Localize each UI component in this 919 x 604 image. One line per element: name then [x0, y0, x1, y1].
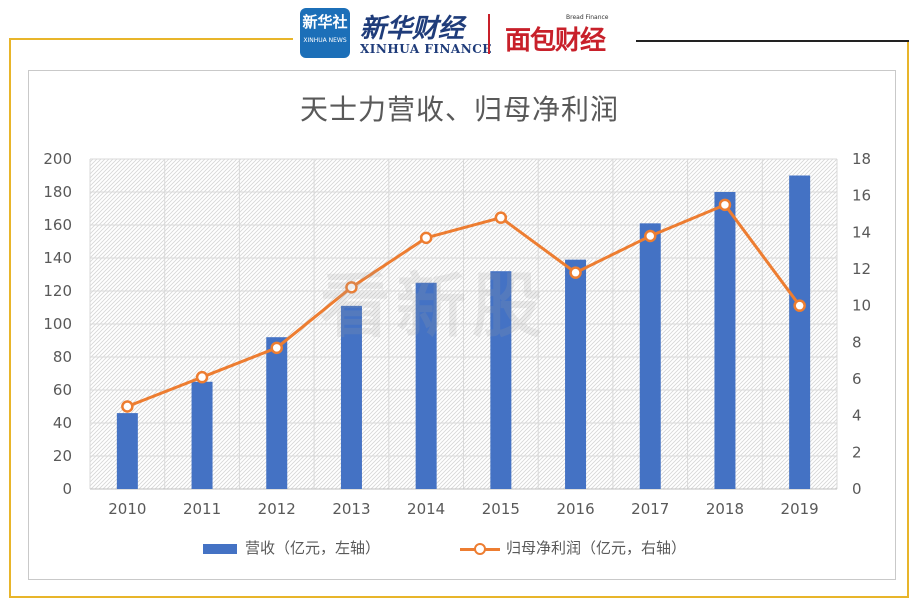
header: 新华社 XINHUA NEWS 新华财经 XINHUA FINANCE Brea… — [0, 0, 919, 64]
left-axis-ticks: 0 20 40 60 80 100 120 140 160 180 200 — [43, 150, 72, 498]
right-tick-label: 8 — [852, 333, 862, 351]
brand-cn: 新华财经 — [360, 14, 465, 44]
brand-separator — [488, 14, 490, 54]
x-axis-ticks: 2010 2011 2012 2013 2014 2015 2016 2017 2018 2019 — [108, 500, 818, 518]
profit-point — [793, 299, 806, 312]
xinhua-logo: 新华社 XINHUA NEWS — [300, 8, 350, 58]
right-tick-label: 10 — [852, 297, 871, 315]
x-tick-label: 2016 — [556, 500, 594, 518]
profit-point — [494, 211, 508, 224]
right-tick-label: 12 — [852, 260, 871, 278]
profit-point — [345, 281, 358, 294]
profit-point — [644, 229, 657, 243]
x-tick-label: 2010 — [108, 500, 146, 518]
left-tick-label: 100 — [43, 315, 72, 333]
xinhua-logo-text: 新华社 — [302, 13, 348, 31]
profit-line — [121, 198, 806, 413]
profit-point — [121, 400, 134, 413]
left-tick-label: 180 — [43, 183, 72, 201]
legend-label-profit: 归母净利润（亿元，右轴） — [506, 539, 687, 557]
x-tick-label: 2019 — [781, 500, 819, 518]
left-tick-label: 200 — [43, 150, 72, 168]
revenue-bar — [565, 259, 587, 489]
right-tick-label: 6 — [852, 370, 862, 388]
left-tick-label: 120 — [43, 282, 72, 300]
watermark: 看新股 — [320, 265, 548, 347]
right-tick-label: 18 — [852, 150, 871, 168]
right-tick-label: 0 — [852, 480, 862, 498]
chart-title: 天士力营收、归母净利润 — [299, 93, 619, 126]
bread-finance-logo: 面包财经 — [505, 26, 606, 56]
right-axis-ticks: 0 2 4 6 8 10 12 14 16 18 — [852, 150, 871, 498]
profit-point — [569, 266, 582, 279]
left-tick-label: 20 — [53, 447, 72, 465]
x-tick-label: 2011 — [183, 500, 221, 518]
revenue-bar — [714, 192, 736, 489]
left-tick-label: 0 — [62, 480, 72, 498]
revenue-bar — [639, 223, 661, 489]
profit-point — [419, 231, 433, 245]
x-tick-label: 2014 — [407, 500, 445, 518]
x-tick-label: 2015 — [482, 500, 520, 518]
right-tick-label: 16 — [852, 187, 871, 205]
revenue-bars — [116, 175, 811, 489]
frame-right-line — [907, 42, 909, 598]
legend: 营收（亿元，左轴） 归母净利润（亿元，右轴） — [0, 537, 919, 561]
left-tick-label: 40 — [53, 414, 72, 432]
revenue-bar — [191, 381, 213, 489]
legend-item-revenue: 营收（亿元，左轴） — [203, 537, 380, 558]
revenue-bar — [116, 413, 138, 489]
revenue-bar — [490, 271, 512, 489]
profit-point — [195, 370, 209, 384]
left-tick-label: 160 — [43, 216, 72, 234]
right-tick-label: 14 — [852, 223, 871, 241]
revenue-bar — [789, 175, 811, 489]
bread-finance-tag: Bread Finance — [566, 14, 609, 21]
legend-label-revenue: 营收（亿元，左轴） — [245, 539, 381, 557]
legend-item-profit: 归母净利润（亿元，右轴） — [460, 537, 686, 558]
frame-top-line-right — [636, 40, 909, 42]
revenue-bar — [340, 305, 362, 489]
right-tick-label: 4 — [852, 407, 862, 425]
x-tick-label: 2018 — [706, 500, 744, 518]
left-tick-label: 140 — [43, 249, 72, 267]
legend-swatch-bar — [203, 543, 237, 554]
profit-point — [270, 341, 283, 355]
left-tick-label: 60 — [53, 381, 72, 399]
profit-point — [718, 198, 732, 212]
frame-bottom-line — [9, 596, 909, 598]
x-tick-label: 2017 — [631, 500, 669, 518]
right-tick-label: 2 — [852, 443, 862, 461]
profit-polyline — [126, 203, 801, 408]
x-tick-label: 2013 — [332, 500, 370, 518]
frame-top-line-left — [9, 38, 293, 40]
grid — [89, 158, 838, 490]
left-tick-label: 80 — [53, 348, 72, 366]
frame-left-line — [9, 38, 11, 598]
x-tick-label: 2012 — [258, 500, 296, 518]
legend-swatch-line — [460, 542, 500, 555]
brand-en: XINHUA FINANCE — [360, 42, 492, 56]
revenue-bar — [415, 282, 437, 489]
xinhua-logo-sub: XINHUA NEWS — [303, 37, 347, 44]
revenue-bar — [266, 337, 288, 489]
